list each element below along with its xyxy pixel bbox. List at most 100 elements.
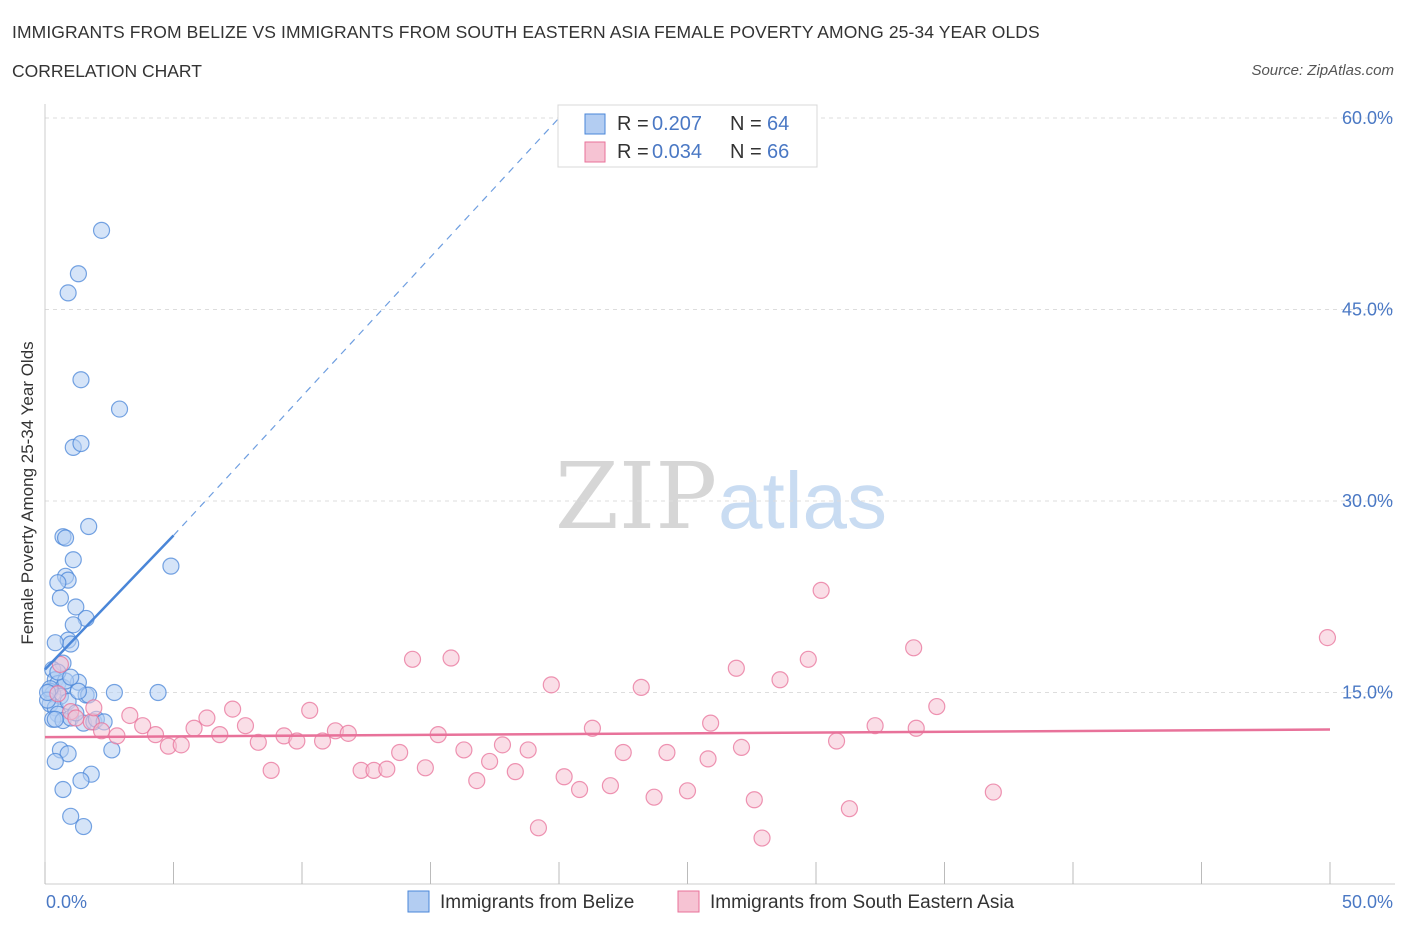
sea-asia-point (403, 650, 422, 668)
belize-point (64, 616, 82, 634)
sea-asia-point (632, 678, 650, 696)
n-label: N = (730, 141, 762, 163)
sea-asia-trend-line (44, 728, 1331, 739)
sea-asia-point (519, 741, 537, 759)
sea-asia-point (732, 738, 751, 756)
sea-asia-point (211, 726, 229, 744)
n-label: N = (730, 113, 762, 135)
sea-asia-point (866, 717, 884, 735)
y-tick-label: 15.0% (1342, 683, 1393, 703)
sea-asia-point (570, 780, 589, 799)
sea-asia-point (753, 829, 771, 847)
n-value: 64 (767, 113, 789, 135)
sea-asia-point (224, 700, 242, 718)
sea-asia-point (146, 726, 165, 744)
watermark-atlas: atlas (718, 456, 887, 545)
sea-asia-point (658, 743, 676, 762)
belize-point (72, 434, 90, 453)
chart-subtitle: CORRELATION CHART (12, 61, 202, 81)
source-label: Source: ZipAtlas.com (1251, 62, 1394, 79)
belize-trend-extension (173, 117, 560, 536)
sea-asia-point (67, 709, 85, 727)
belize-point (46, 752, 64, 771)
sea-asia-point (455, 741, 473, 759)
sea-asia-point (481, 752, 499, 771)
y-tick-label: 60.0% (1342, 108, 1393, 128)
sea-asia-point (745, 791, 763, 809)
sea-asia-point (678, 782, 697, 800)
belize-point (46, 634, 64, 652)
sea-asia-point (506, 763, 524, 781)
sea-asia-point (339, 724, 357, 742)
belize-point (59, 745, 77, 763)
watermark-zip: ZIP (555, 443, 717, 550)
belize-point (72, 771, 90, 790)
sea-asia-point (840, 800, 859, 818)
sea-asia-point (601, 777, 620, 795)
x-tick-label-max: 50.0% (1342, 892, 1393, 912)
sea-asia-point (49, 685, 67, 703)
sea-asia-point (391, 743, 409, 762)
sea-asia-point (121, 706, 139, 725)
sea-asia-point (249, 733, 267, 751)
legend-label-belize: Immigrants from Belize (440, 892, 634, 913)
sea-asia-point (583, 719, 602, 737)
n-value: 66 (767, 141, 789, 163)
belize-point (62, 807, 80, 825)
sea-asia-point (727, 659, 745, 677)
sea-asia-point (529, 819, 548, 837)
belize-point (69, 265, 88, 283)
belize-point (64, 551, 82, 569)
sea-asia-point (288, 732, 306, 750)
sea-asia-point (812, 581, 830, 599)
sea-asia-point (416, 759, 434, 777)
sea-asia-point (198, 709, 216, 727)
sea-asia-point (51, 655, 70, 674)
sea-asia-point (378, 760, 396, 778)
sea-asia-point (542, 676, 560, 694)
sea-asia-point (645, 788, 663, 806)
stats-swatch (584, 141, 606, 163)
belize-point (110, 400, 129, 418)
sea-asia-point (85, 699, 103, 717)
series-legend: Immigrants from Belize Immigrants from So… (407, 890, 1015, 913)
sea-asia-point (442, 649, 460, 667)
belize-point (92, 221, 111, 239)
belize-point (49, 574, 67, 592)
sea-asia-point (614, 743, 632, 762)
y-axis-label: Female Poverty Among 25-34 Year Olds (18, 341, 37, 645)
legend-label-sea-asia: Immigrants from South Eastern Asia (710, 892, 1015, 913)
belize-point (80, 517, 98, 536)
belize-point (51, 589, 70, 607)
r-value: 0.034 (652, 141, 702, 163)
r-label: R = (617, 113, 649, 135)
sea-asia-point (827, 732, 846, 750)
belize-point (59, 284, 77, 302)
belize-point (72, 371, 90, 389)
belize-point (149, 683, 167, 702)
sea-asia-point (699, 750, 717, 768)
sea-asia-point (771, 671, 789, 689)
sea-asia-point (468, 771, 486, 790)
sea-asia-point (907, 719, 925, 737)
y-tick-label: 30.0% (1342, 491, 1393, 511)
stats-swatch (584, 113, 606, 135)
sea-asia-point (984, 783, 1002, 801)
sea-asia-point (236, 717, 255, 735)
belize-point (54, 780, 72, 799)
legend-swatch (407, 890, 430, 913)
sea-asia-point (92, 722, 111, 740)
sea-asia-point (301, 701, 319, 719)
belize-point (69, 682, 88, 700)
belize-point (105, 683, 123, 702)
sea-asia-point (928, 697, 946, 716)
stats-legend: R = 0.207 N = 64 R = 0.034 N = 66 (557, 104, 818, 168)
belize-trend-line (44, 534, 175, 671)
sea-asia-point (1318, 629, 1337, 647)
belize-point (56, 529, 75, 547)
chart-title: IMMIGRANTS FROM BELIZE VS IMMIGRANTS FRO… (12, 22, 1040, 42)
x-tick-label-min: 0.0% (46, 892, 87, 912)
sea-asia-point (262, 761, 280, 779)
r-value: 0.207 (652, 113, 702, 135)
